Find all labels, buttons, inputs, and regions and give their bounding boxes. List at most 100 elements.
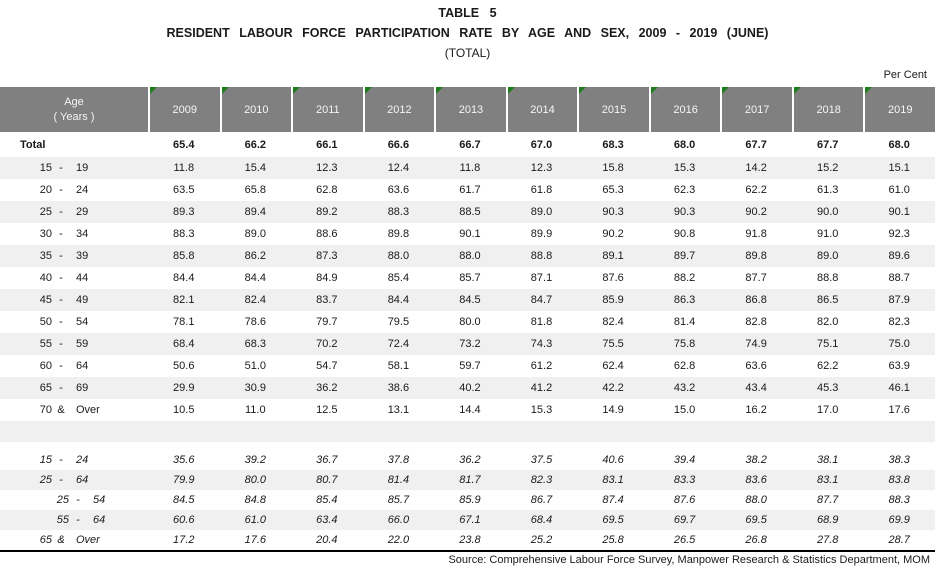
value-cell: 75.5 [602,338,624,350]
value-cell: 73.2 [459,338,481,350]
value-cell: 26.8 [745,534,767,546]
value-cell: 89.1 [602,250,624,262]
value-cell: 65.3 [602,184,624,196]
age-range-lo: 25 [39,474,52,486]
value-cell: 15.3 [530,404,553,416]
value-cell: 87.9 [888,294,910,306]
value-cell: 90.3 [602,206,624,218]
value-cell: 88.6 [316,228,338,240]
value-cell: 68.4 [173,338,195,350]
value-cell: 12.5 [316,404,338,416]
age-range-label: 35- 39 [0,245,148,267]
value-cell: 88.8 [816,272,839,284]
value-cell: 15.8 [602,162,624,174]
value-cell: 87.6 [602,272,624,284]
age-range-label: 15- 24 [0,450,148,470]
value-cell: 28.7 [888,534,910,546]
value-cell: 67.1 [459,514,481,526]
value-cell: 81.8 [530,316,553,328]
cell-flag-icon [221,87,229,94]
value-cell: 62.8 [673,360,696,372]
value-cell: 12.3 [530,162,553,174]
cell-flag-icon [722,87,730,94]
age-range-hi: 59 [76,338,89,350]
value-cell: 66.1 [316,138,338,151]
value-cell: 82.4 [602,316,624,328]
age-range-sep: - [59,454,63,466]
age-range-label: 55- 64 [0,510,148,530]
age-column-header: Age ( Years ) [0,87,148,132]
summary-row: 25- 64 79.9 80.0 80.7 81.4 81.7 82.3 83.1 83.3 83.… [0,470,935,490]
year-label: 2014 [530,103,555,116]
summary-row: 25- 54 84.5 84.8 85.4 85.7 85.9 86.7 87.4 87.6 88.… [0,490,935,510]
age-header-line1: Age [64,95,84,108]
value-cell: 85.4 [316,494,338,506]
year-column-header: 2013 [434,87,506,132]
value-cell: 87.7 [745,272,767,284]
cell-flag-icon [579,87,587,94]
age-range-hi: Over [76,404,100,416]
value-cell: 89.8 [745,250,767,262]
unit-note: Per Cent [883,69,927,81]
value-cell: 69.5 [602,514,624,526]
age-range-label: 70 & Over [0,399,148,421]
year-label: 2013 [458,103,484,116]
value-cell: 83.1 [816,474,839,486]
value-cell: 13.1 [387,404,410,416]
value-cell: 81.7 [459,474,481,486]
age-row: 50- 54 78.1 78.6 79.7 79.5 80.0 81.8 82.4 81.4 82.… [0,311,935,333]
separator-row [0,421,935,442]
value-cell: 62.2 [816,360,839,372]
value-cell: 88.3 [387,206,410,218]
table-header-row: Age ( Years ) 2009 2010 2011 2012 2013 2014 20… [0,87,935,132]
age-range-sep: - [59,272,63,284]
value-cell: 90.2 [745,206,767,218]
value-cell: 89.8 [387,228,410,240]
age-range-hi: 64 [93,514,106,526]
value-cell: 17.2 [173,534,195,546]
age-range-hi: 49 [76,294,89,306]
cell-flag-icon [150,87,157,94]
value-cell: 65.8 [244,184,267,196]
value-cell: 84.4 [244,272,267,284]
value-cell: 63.6 [745,360,767,372]
value-cell: 86.7 [530,494,553,506]
value-cell: 69.9 [888,514,910,526]
age-range-lo: 40 [39,272,52,284]
value-cell: 61.0 [244,514,267,526]
value-cell: 46.1 [888,382,910,394]
value-cell: 72.4 [387,338,410,350]
age-range-sep: - [59,360,63,372]
age-row: 15- 19 11.8 15.4 12.3 12.4 11.8 12.3 15.8 15.3 14.… [0,157,935,179]
value-cell: 36.7 [316,454,338,466]
year-column-header: 2017 [720,87,792,132]
value-cell: 63.6 [387,184,410,196]
value-cell: 83.7 [316,294,338,306]
value-cell: 84.7 [530,294,553,306]
age-range-hi: 44 [76,272,89,284]
year-column-header: 2010 [219,87,292,132]
value-cell: 79.5 [387,316,410,328]
cell-flag-icon [507,87,515,94]
value-cell: 62.3 [673,184,696,196]
value-cell: 88.0 [387,250,410,262]
value-cell: 89.2 [316,206,338,218]
value-cell: 38.3 [888,454,910,466]
value-cell: 91.8 [745,228,767,240]
value-cell: 67.0 [530,138,553,151]
value-cell: 68.3 [244,338,267,350]
value-cell: 38.2 [745,454,767,466]
age-row: 35- 39 85.8 86.2 87.3 88.0 88.0 88.8 89.1 89.7 89.… [0,245,935,267]
table-number: TABLE 5 [438,6,497,20]
value-cell: 14.9 [602,404,624,416]
value-cell: 23.8 [459,534,481,546]
year-label: 2009 [172,103,197,116]
value-cell: 90.1 [459,228,481,240]
value-cell: 38.6 [387,382,410,394]
value-cell: 85.7 [459,272,481,284]
age-range-label: 25- 54 [0,490,148,510]
age-range-hi: 64 [76,474,89,486]
age-range-label: 20- 24 [0,179,148,201]
age-range-sep: - [59,316,63,328]
year-label: 2018 [816,103,841,116]
